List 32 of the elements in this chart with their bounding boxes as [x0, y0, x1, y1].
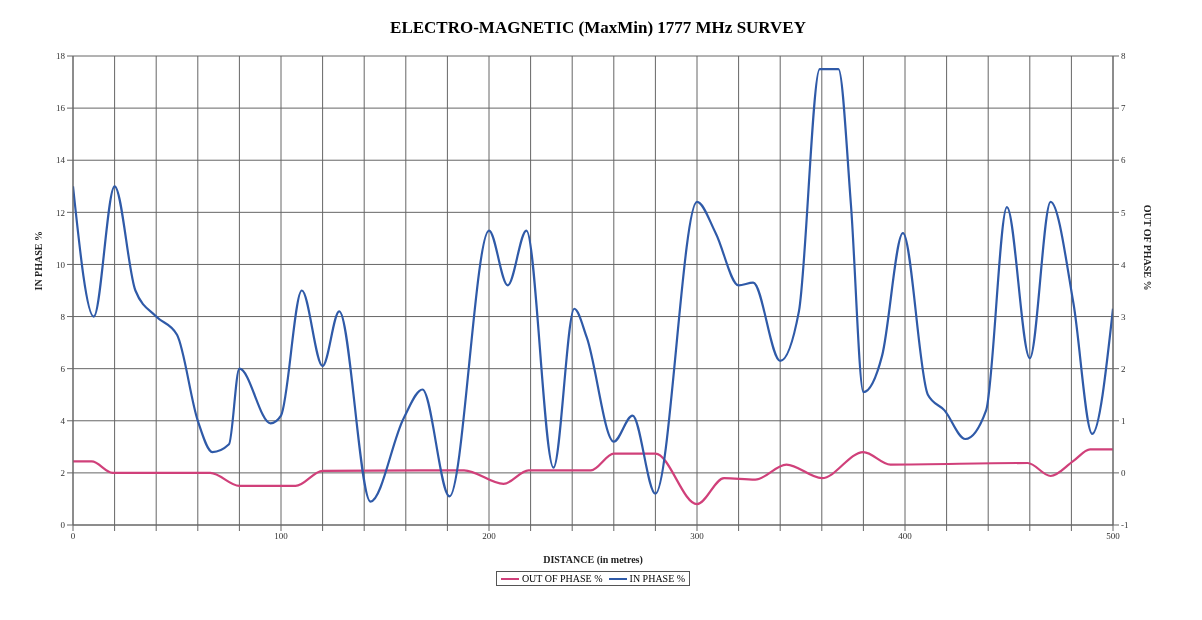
- y2-tick-label: 6: [1121, 155, 1126, 166]
- y2-tick-label: 4: [1121, 259, 1126, 270]
- x-tick-label: 400: [898, 531, 913, 542]
- y2-tick-label: 1: [1121, 415, 1126, 426]
- y-axis-title: IN PHASE %: [32, 231, 44, 291]
- y-tick-label: 0: [60, 520, 66, 531]
- x-tick-label: 0: [70, 531, 76, 542]
- y2-tick-label: 2: [1121, 363, 1126, 374]
- x-tick-label: 300: [690, 531, 705, 542]
- y2-tick-label: 5: [1121, 207, 1126, 218]
- y2-tick-label: 3: [1121, 311, 1126, 322]
- y2-tick-label: 7: [1121, 103, 1126, 114]
- y-tick-label: 14: [56, 155, 66, 166]
- x-tick-label: 500: [1106, 531, 1121, 542]
- x-tick-label: 100: [274, 531, 289, 542]
- x-axis-title: DISTANCE (in metres): [543, 554, 643, 566]
- y-tick-label: 18: [56, 51, 66, 62]
- y-tick-label: 16: [56, 103, 66, 114]
- y-tick-label: 10: [56, 259, 66, 270]
- y2-tick-label: 8: [1121, 51, 1126, 62]
- y-tick-label: 8: [60, 311, 66, 322]
- y2-tick-label: -1: [1121, 520, 1129, 531]
- y-tick-label: 6: [60, 363, 66, 374]
- y2-axis-title: OUT OF PHASE %: [1142, 204, 1154, 291]
- legend-label: IN PHASE %: [628, 573, 686, 584]
- y-tick-label: 2: [60, 468, 65, 479]
- legend-label: OUT OF PHASE %: [520, 573, 603, 584]
- y-tick-label: 4: [60, 415, 66, 426]
- y-tick-label: 12: [56, 207, 65, 218]
- x-tick-label: 200: [482, 531, 497, 542]
- y2-tick-label: 0: [1121, 468, 1126, 479]
- chart-title: ELECTRO-MAGNETIC (MaxMin) 1777 MHz SURVEY: [389, 18, 807, 38]
